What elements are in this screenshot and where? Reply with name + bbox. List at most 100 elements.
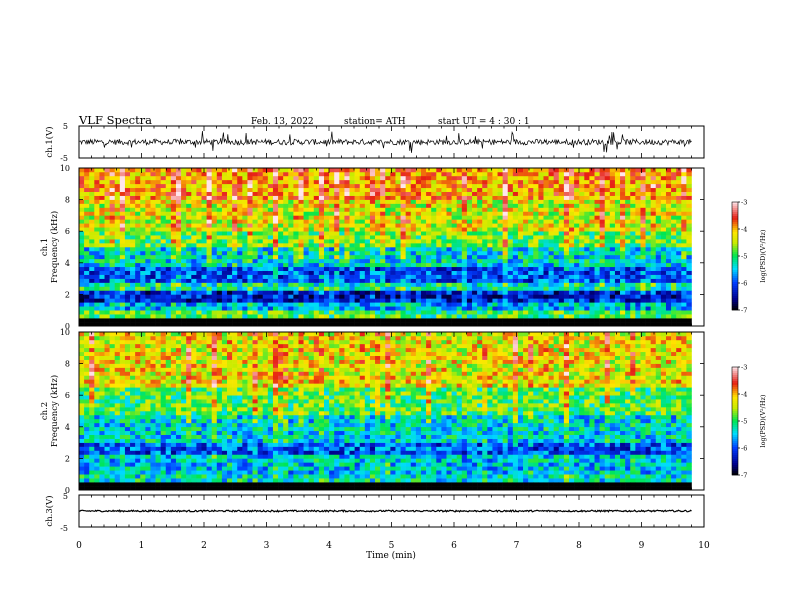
ch1-spectrogram-cell [135,239,141,244]
ch1-spectrogram-cell [181,294,187,299]
ch1-spectrogram-cell [589,286,595,291]
ch1-spectrogram-cell [247,298,253,303]
ch1-spectrogram-cell [441,203,447,208]
ch1-spectrogram-cell [553,215,560,220]
ch1-spectrogram-cell [257,199,264,204]
ch1-spectrogram-cell [130,302,136,307]
ch1-spectrogram-cell [660,294,667,299]
ch1-spectrogram-cell [589,243,595,248]
ch1-spectrogram-cell [676,219,682,224]
ch1-spectrogram-cell [308,175,315,181]
ch1-spectrogram-cell [650,310,657,315]
ch1-spectrogram-cell [635,290,641,295]
ch1-spectrogram-cell [609,175,616,181]
ch1-spectrogram-cell [247,286,253,291]
ch1-spectrogram-cell [160,203,167,208]
ch1-spectrogram-cell [569,270,575,275]
ch1-spectrogram-cell [237,195,243,200]
ch1-spectrogram-cell [502,168,509,173]
ch1-spectrogram-cell [380,211,386,216]
ch1-spectrogram-cell [339,235,345,240]
ch1-spectrogram-cell [507,290,514,295]
ch1-spectrogram-cell [135,298,141,303]
ch1-spectrogram-cell [181,298,187,303]
ch1-spectrogram-cell [181,314,187,319]
ch1-spectrogram-cell [181,302,187,307]
ch1-spectrogram-cell [191,286,197,291]
ch1-spectrogram-cell [655,191,662,196]
ch2-spectrogram-cell [79,466,85,471]
ch1-spectrogram-cell [533,282,539,287]
ch1-spectrogram-cell [375,227,381,232]
ch1-spectrogram-cell [415,187,422,192]
ch1-spectrogram-cell [79,282,85,287]
ch1-spectrogram-cell [247,207,253,212]
ch1-spectrogram-cell [415,302,422,307]
ch1-spectrogram-cell [645,290,651,295]
ch1-spectrogram-cell [507,250,514,256]
ch1-spectrogram-cell [686,191,692,196]
ch2-spectrogram-cell [79,403,85,408]
ch1-spectrogram-cell [507,243,514,248]
ch1-spectrogram-cell [614,235,621,240]
ch1-spectrogram-cell [604,302,611,307]
ch1-spectrogram-cell [232,306,238,311]
ch1-spectrogram-cell [589,179,595,185]
ch1-spectrogram-cell [665,179,672,185]
ch1-spectrogram-cell [272,286,279,291]
ch1-spectrogram-cell [257,183,264,189]
ch1-spectrogram-cell [181,191,187,196]
ch1-spectrogram-cell [109,250,116,256]
ch1-spectrogram-cell [665,235,672,240]
ch1-spectrogram-cell [160,282,167,287]
ch1-spectrogram-cell [109,314,116,319]
ch1-spectrogram-cell [487,262,493,268]
ch1-spectrogram-cell [482,258,488,264]
ch1-spectrogram-cell [109,266,116,271]
ch1-spectrogram-cell [497,314,503,319]
ch1-spectrogram-cell [665,168,672,173]
ch1-spectrogram-cell [676,294,682,299]
ch1-spectrogram-cell [272,207,279,212]
ch1-spectrogram-cell [89,250,95,256]
ch1-spectrogram-cell [155,215,161,220]
ch1-spectrogram-cell [272,254,279,260]
ch1-spectrogram-cell [441,175,447,181]
ch1-spectrogram-cell [599,286,606,291]
ch1-spectrogram-cell [523,306,529,311]
ch1-spectrogram-cell [441,235,447,240]
start-time-label: start UT = 4 : 30 : 1 [438,117,530,127]
ch1-spectrogram-cell [533,211,539,216]
ch1-spectrogram-cell [385,168,391,173]
ch1-spectrogram-cell [313,302,320,307]
ch1-spectrogram-cell [665,199,672,204]
ch1-spectrogram-cell [681,290,687,295]
ch1-spectrogram-cell [405,231,412,236]
ch1-spectrogram-cell [150,223,156,228]
ch1-spectrogram-cell [114,211,121,216]
ch1-spectrogram-cell [614,278,621,283]
ch1-spectrogram-cell [262,294,269,299]
ch1-spectrogram-cell [150,282,156,287]
ch1-spectrogram-cell [375,211,381,216]
ch1-spectrogram-cell [620,179,626,185]
ch1-spectrogram-cell [170,187,177,192]
ch1-spectrogram-cell [395,183,401,189]
ch1-spectrogram-cell [267,171,274,177]
ch1-spectrogram-cell [160,278,167,283]
ch1-spectrogram-cell [262,187,269,192]
ch1-spectrogram-cell [523,168,529,173]
ch1-spectrogram-cell [451,282,457,287]
ch1-spectrogram-cell [298,203,304,208]
ch1-spectrogram-cell [548,219,554,224]
ch1-spectrogram-cell [109,211,116,216]
ch1-spectrogram-cell [181,211,187,216]
ch1-spectrogram-cell [124,207,131,212]
ch1-spectrogram-cell [426,258,432,264]
ch1-spectrogram-cell [324,314,330,319]
ch1-spectrogram-cell [686,203,692,208]
ch1-spectrogram-cell [492,302,498,307]
ch1-spectrogram-cell [124,298,131,303]
ch1-spectrogram-cell [660,215,667,220]
ch1-spectrogram-cell [548,171,554,177]
